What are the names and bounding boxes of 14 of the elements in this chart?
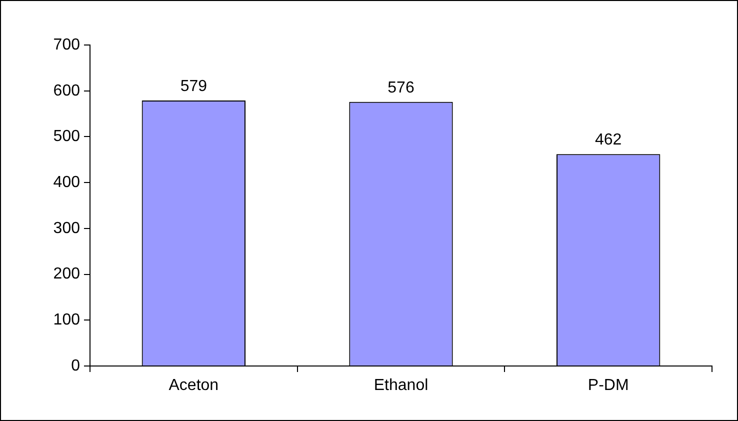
data-label: 462 bbox=[594, 132, 622, 149]
y-tick-label: 200 bbox=[53, 266, 80, 283]
x-tick-label: P-DM bbox=[588, 377, 629, 394]
y-tick-label: 300 bbox=[53, 220, 80, 237]
y-tick-label: 400 bbox=[53, 174, 80, 191]
y-tick-label: 600 bbox=[53, 82, 80, 100]
data-label: 579 bbox=[180, 78, 208, 95]
y-tick-label: 0 bbox=[71, 357, 80, 374]
x-tick-label: Aceton bbox=[168, 377, 219, 394]
x-tick-label: Ethanol bbox=[374, 377, 428, 394]
y-tick-label: 100 bbox=[53, 312, 80, 329]
data-label: 576 bbox=[388, 79, 414, 96]
y-tick-label: 700 bbox=[53, 36, 80, 54]
y-tick-label: 500 bbox=[53, 128, 80, 146]
